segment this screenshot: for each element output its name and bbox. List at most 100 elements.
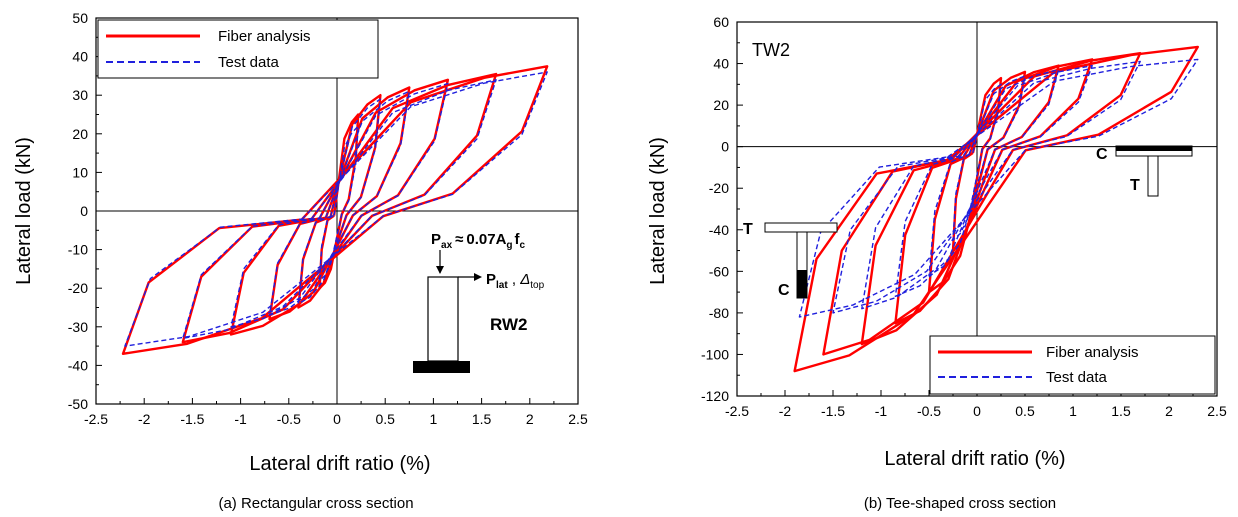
panel-b-test-loop-3 — [894, 69, 1060, 297]
panel-a: -2.5 -2 -1.5 -1 -0.5 0 0.5 1 1.5 2 2.5 -50 -40 -30 -20… — [13, 10, 588, 512]
panel-a-ytick-label: -30 — [68, 319, 88, 335]
panel-a-xlabel: Lateral drift ratio (%) — [249, 453, 430, 475]
panel-b-ytick-label: 0 — [721, 139, 729, 155]
panel-a-pax-label: Pax ≈0.07Ag fc — [431, 231, 526, 251]
panel-a-wall-sketch: Pax ≈0.07Ag fc Plat , Δtop RW2 — [413, 231, 545, 373]
panel-a-ytick-label: 20 — [72, 126, 88, 142]
panel-a-plot-area — [96, 18, 578, 404]
panel-b-fiber-loop-5 — [822, 52, 1142, 356]
panel-a-legend: Fiber analysis Test data — [97, 19, 379, 79]
panel-a-caption: (a) Rectangular cross section — [218, 495, 413, 512]
panel-a-xtick-label: 0 — [333, 411, 341, 427]
panel-b-test-loop-2 — [928, 75, 1026, 277]
panel-b-ytick-label: -120 — [701, 388, 729, 404]
panel-b-xtick-label: 2.5 — [1207, 403, 1227, 419]
panel-b-ytick-label: -100 — [701, 346, 729, 362]
panel-a-xtick-label: -1.5 — [180, 411, 204, 427]
panel-a-ytick-label: -20 — [68, 280, 88, 296]
panel-b-ytick-label: -60 — [709, 263, 729, 279]
panel-b-tee-right-t: T — [1130, 177, 1140, 194]
panel-b-specimen-label: TW2 — [752, 40, 790, 60]
panel-b-xtick-label: -1.5 — [821, 403, 845, 419]
panel-b-plot-area — [737, 22, 1217, 396]
panel-a-wall — [427, 276, 459, 362]
panel-a-fiber-loop-4 — [229, 78, 450, 336]
panel-b-xtick-label: 1.5 — [1111, 403, 1131, 419]
panel-a-xtick-label: -2.5 — [84, 411, 108, 427]
panel-b-test-loop-1 — [952, 83, 1002, 241]
panel-b-tee-right-web — [1147, 155, 1159, 197]
panel-a-xtick-label: 2.5 — [568, 411, 588, 427]
panel-a-legend-test: Test data — [218, 54, 280, 71]
panel-b-legend-box — [929, 335, 1216, 395]
panel-b-ytick-label: 40 — [713, 56, 729, 72]
panel-b-xtick-label: -2 — [779, 403, 792, 419]
panel-b-ytick-label: 60 — [713, 14, 729, 30]
panel-a-fiber-loop-3 — [268, 86, 411, 321]
panel-a-lateral-arrowhead — [474, 273, 482, 281]
panel-a-test-loop-5 — [182, 79, 497, 340]
panel-a-test-loop-6 — [124, 71, 548, 347]
panel-b-test-loop-4 — [861, 64, 1093, 310]
panel-b-ticks: -2.5 -2 -1.5 -1 -0.5 0 0.5 1 1.5 2 2.5 -120 -100 -80 -… — [701, 14, 1227, 419]
panel-b-tee-right-c: C — [1096, 146, 1108, 163]
panel-b-xtick-label: -1 — [875, 403, 888, 419]
panel-b-test-loop-5 — [832, 60, 1141, 314]
panel-a-test-loop-4 — [230, 82, 449, 328]
panel-a-footing — [413, 361, 470, 373]
panel-a-xtick-label: -2 — [138, 411, 151, 427]
panel-b-tee-sketch-left: T C — [743, 221, 838, 299]
panel-b-xtick-label: 2 — [1165, 403, 1173, 419]
panel-b: -2.5 -2 -1.5 -1 -0.5 0 0.5 1 1.5 2 2.5 -120 -100 -80 -… — [647, 14, 1227, 512]
panel-b-tee-left-flange — [764, 222, 838, 233]
panel-a-specimen-label: RW2 — [490, 315, 527, 334]
panel-a-xtick-label: 2 — [526, 411, 534, 427]
panel-b-tee-left-c: C — [778, 282, 790, 299]
panel-b-xtick-label: -0.5 — [917, 403, 941, 419]
panel-a-ytick-label: 10 — [72, 164, 88, 180]
panel-b-fiber-loop-6 — [793, 45, 1199, 373]
panel-a-fiber-loop-5 — [181, 72, 498, 344]
panel-b-legend-test: Test data — [1046, 369, 1108, 386]
panel-a-xtick-label: -0.5 — [277, 411, 301, 427]
panel-b-xtick-label: 1 — [1069, 403, 1077, 419]
panel-a-ticks: -2.5 -2 -1.5 -1 -0.5 0 0.5 1 1.5 2 2.5 -50 -40 -30 -20… — [68, 10, 588, 427]
panel-b-xtick-label: 0 — [973, 403, 981, 419]
panel-a-ytick-label: -10 — [68, 242, 88, 258]
panel-a-ytick-label: -50 — [68, 396, 88, 412]
panel-b-tee-left-compression — [797, 270, 807, 298]
panel-a-series-test — [124, 71, 548, 347]
panel-b-caption: (b) Tee-shaped cross section — [864, 495, 1056, 512]
panel-a-test-loop-2 — [297, 98, 382, 305]
panel-a-series-fiber — [121, 65, 549, 355]
panel-b-ytick-label: 20 — [713, 97, 729, 113]
panel-a-legend-fiber: Fiber analysis — [218, 28, 311, 45]
panel-a-plat-label: Plat , Δtop — [486, 271, 545, 291]
panel-a-test-loop-1 — [318, 125, 359, 282]
panel-a-test-loop-3 — [268, 90, 410, 316]
panel-b-tee-left-t: T — [743, 221, 753, 238]
panel-a-xtick-label: 1 — [430, 411, 438, 427]
panel-a-ytick-label: -40 — [68, 357, 88, 373]
panel-b-ytick-label: -20 — [709, 180, 729, 196]
panel-b-tee-right-compression — [1116, 146, 1192, 151]
panel-a-xtick-label: 1.5 — [472, 411, 492, 427]
panel-b-xlabel: Lateral drift ratio (%) — [884, 448, 1065, 470]
panel-b-tee-sketch-right: C T — [1096, 145, 1193, 197]
panel-a-ytick-label: 50 — [72, 10, 88, 26]
panel-a-ytick-label: 0 — [80, 203, 88, 219]
panel-b-ytick-label: -80 — [709, 305, 729, 321]
panel-b-legend: Fiber analysis Test data — [929, 335, 1216, 395]
panel-b-xtick-label: -2.5 — [725, 403, 749, 419]
panel-a-axial-arrowhead — [436, 266, 444, 274]
panel-a-legend-box — [97, 19, 379, 79]
panel-b-ytick-label: -40 — [709, 222, 729, 238]
panel-b-ylabel: Lateral load (kN) — [647, 137, 669, 285]
panel-a-ylabel: Lateral load (kN) — [13, 137, 35, 285]
panel-a-ytick-label: 40 — [72, 49, 88, 65]
panel-a-ytick-label: 30 — [72, 87, 88, 103]
panel-b-legend-fiber: Fiber analysis — [1046, 344, 1139, 361]
panel-a-xtick-label: 0.5 — [375, 411, 395, 427]
panel-a-xtick-label: -1 — [234, 411, 247, 427]
